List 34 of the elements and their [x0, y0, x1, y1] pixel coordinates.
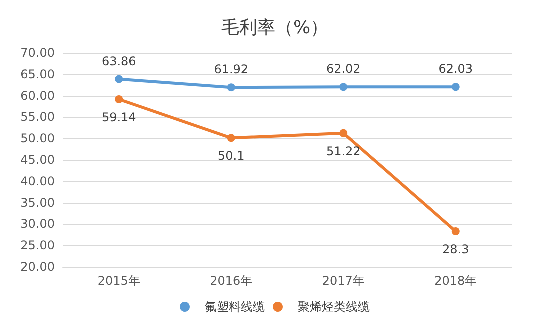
x-tick-label: 2015年 [98, 274, 140, 288]
chart-title: 毛利率（%） [221, 18, 329, 38]
y-tick-label: 25.00 [20, 238, 55, 253]
y-tick-label: 20.00 [20, 260, 55, 274]
point [115, 75, 124, 84]
x-tick-label: 2016年 [210, 274, 253, 288]
data-label: 61.92 [214, 62, 249, 77]
x-tick-label: 2018年 [434, 274, 478, 288]
y-tick-label: 55.00 [20, 110, 55, 124]
point [452, 83, 460, 92]
legend-label: 氟塑料线缆 [205, 300, 265, 314]
data-label: 59.14 [102, 110, 136, 124]
y-tick-label: 30.00 [20, 217, 55, 232]
point [340, 129, 348, 138]
y-tick-label: 45.00 [20, 153, 55, 167]
y-tick-label: 35.00 [20, 196, 55, 210]
x-tick-label: 2017年 [322, 274, 365, 288]
data-label: 62.02 [326, 62, 361, 76]
data-label: 51.22 [326, 144, 361, 158]
point [452, 227, 460, 236]
data-label: 28.3 [442, 242, 470, 256]
point [115, 95, 124, 104]
y-tick-label: 50.00 [20, 132, 55, 146]
y-tick-label: 70.00 [20, 46, 55, 60]
legend-label: 聚烯烃类线缆 [298, 300, 370, 314]
point [227, 84, 236, 92]
y-tick-label: 65.00 [20, 67, 55, 82]
y-tick-label: 60.00 [20, 88, 55, 103]
data-label: 50.1 [218, 149, 245, 164]
data-label: 62.03 [438, 62, 474, 76]
data-label: 63.86 [102, 54, 136, 68]
point [227, 134, 236, 142]
y-tick-label: 40.00 [20, 174, 55, 188]
point [340, 83, 348, 92]
